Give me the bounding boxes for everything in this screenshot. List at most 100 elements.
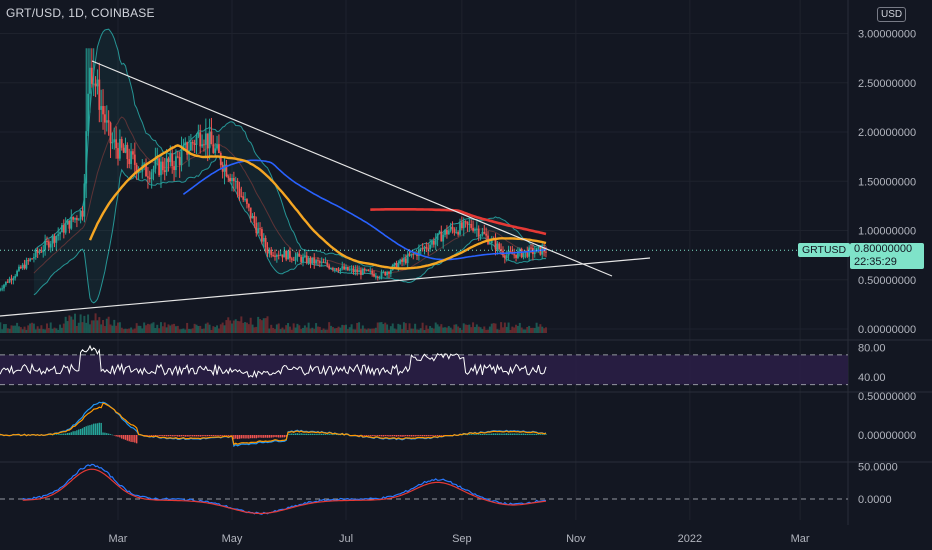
volume-bar xyxy=(231,323,233,333)
macd-histogram-bar xyxy=(377,435,379,436)
macd-histogram-bar xyxy=(205,435,207,437)
candle-body xyxy=(145,163,147,177)
volume-bar xyxy=(1,329,4,333)
candle-body xyxy=(261,229,263,242)
macd-histogram-bar xyxy=(85,426,87,435)
candle-body xyxy=(29,258,32,261)
volume-bar xyxy=(55,328,58,333)
candle-body xyxy=(343,266,346,270)
candle-body xyxy=(462,221,465,229)
volume-bar xyxy=(191,328,194,333)
candle-body xyxy=(251,215,254,219)
candle-body xyxy=(18,266,20,271)
x-tick-label: Mar xyxy=(791,533,810,545)
volume-bar xyxy=(75,325,78,333)
currency-badge[interactable]: USD xyxy=(877,7,907,22)
macd-histogram-bar xyxy=(48,434,50,436)
candle-body xyxy=(496,243,499,250)
macd-histogram-bar xyxy=(388,435,390,437)
macd-histogram-bar xyxy=(158,435,160,437)
volume-bar xyxy=(429,326,432,333)
macd-tick-label: 0.00000000 xyxy=(858,430,916,442)
macd-histogram-bar xyxy=(94,423,97,435)
candle-body xyxy=(399,259,402,264)
volume-bar xyxy=(526,327,529,333)
volume-bar xyxy=(0,322,2,333)
volume-bar xyxy=(401,329,404,333)
macd-histogram-bar xyxy=(483,434,485,435)
candle-body xyxy=(320,261,323,263)
macd-histogram-bar xyxy=(192,435,194,437)
candle-body xyxy=(444,230,446,235)
candle-body xyxy=(173,166,175,171)
volume-bar xyxy=(156,324,159,333)
volume-bar xyxy=(64,316,67,333)
candle-body xyxy=(303,255,306,257)
macd-histogram-bar xyxy=(324,434,327,435)
candle-body xyxy=(33,257,35,259)
volume-bar xyxy=(208,324,211,333)
stoch-tick-label: 50.0000 xyxy=(858,462,898,474)
volume-bar xyxy=(464,324,467,333)
macd-histogram-bar xyxy=(468,434,471,435)
volume-bar xyxy=(442,327,445,333)
volume-bar xyxy=(539,324,542,333)
candle-body xyxy=(533,252,536,255)
macd-histogram-bar xyxy=(386,435,388,437)
candle-body xyxy=(279,254,282,256)
x-tick-label: Nov xyxy=(566,533,586,545)
volume-bar xyxy=(416,329,419,333)
volume-bar xyxy=(492,323,495,333)
candle-body xyxy=(104,114,106,123)
macd-histogram-bar xyxy=(201,435,203,437)
candle-body xyxy=(281,254,284,258)
macd-histogram-bar xyxy=(203,435,205,437)
volume-bar xyxy=(453,324,456,333)
volume-bar xyxy=(257,316,260,333)
macd-histogram-bar xyxy=(296,433,299,435)
macd-histogram-bar xyxy=(124,435,127,440)
volume-bar xyxy=(434,322,437,333)
volume-bar xyxy=(202,328,205,333)
stoch-pane[interactable] xyxy=(0,463,848,515)
candle-body xyxy=(302,256,304,262)
macd-histogram-bar xyxy=(100,422,102,435)
volume-bar xyxy=(264,318,267,333)
volume-bar xyxy=(333,328,336,333)
macd-histogram-bar xyxy=(162,435,164,436)
rsi-tick-label: 40.00 xyxy=(858,372,886,384)
volume-bar xyxy=(290,329,293,333)
candle-body xyxy=(503,255,506,259)
volume-bar xyxy=(479,327,482,333)
volume-bar xyxy=(171,324,174,333)
candle-body xyxy=(408,254,411,256)
candle-body xyxy=(214,148,217,153)
macd-histogram-bar xyxy=(330,434,332,435)
candle-body xyxy=(431,240,433,245)
price-tick-label: 1.00000000 xyxy=(858,226,916,238)
volume-bar xyxy=(468,324,471,333)
volume-bar xyxy=(90,320,93,333)
candle-body xyxy=(287,250,289,260)
macd-histogram-bar xyxy=(193,435,196,437)
macd-histogram-bar xyxy=(292,433,295,435)
macd-pane[interactable] xyxy=(0,401,547,448)
candle-body xyxy=(42,249,45,252)
macd-histogram-bar xyxy=(519,433,521,435)
candle-body xyxy=(376,276,379,278)
price-pane[interactable] xyxy=(0,28,848,333)
volume-bar xyxy=(430,327,433,333)
volume-bar xyxy=(31,322,34,333)
candle-body xyxy=(55,236,58,243)
macd-histogram-bar xyxy=(253,435,256,439)
macd-histogram-bar xyxy=(169,435,172,437)
candle-body xyxy=(96,79,99,87)
price-tick-label: 2.50000000 xyxy=(858,78,916,90)
volume-bar xyxy=(399,324,402,333)
candle-body xyxy=(479,235,482,237)
macd-histogram-bar xyxy=(431,435,433,437)
candle-body xyxy=(322,261,325,263)
rsi-pane[interactable] xyxy=(0,344,848,386)
candle-body xyxy=(470,224,473,228)
